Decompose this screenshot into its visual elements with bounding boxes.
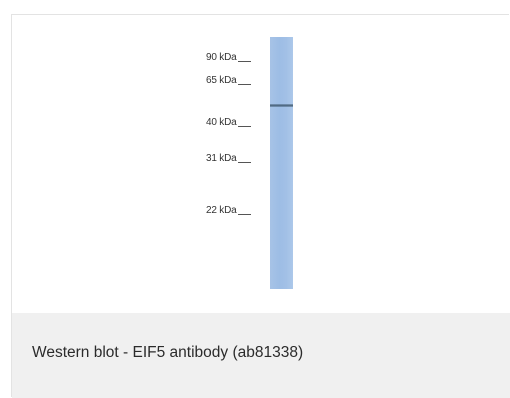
marker-31-kda: 31 kDa [206, 153, 251, 164]
western-blot-image[interactable]: 90 kDa 65 kDa 40 kDa 31 kDa 22 kDa [12, 15, 510, 313]
marker-label: 31 kDa [206, 153, 237, 164]
marker-label: 65 kDa [206, 75, 237, 86]
marker-40-kda: 40 kDa [206, 117, 251, 128]
marker-22-kda: 22 kDa [206, 205, 251, 216]
figure-card: 90 kDa 65 kDa 40 kDa 31 kDa 22 kDa Weste… [11, 14, 510, 398]
marker-65-kda: 65 kDa [206, 75, 251, 86]
marker-tick [237, 61, 251, 62]
marker-tick [237, 214, 251, 215]
marker-tick [237, 126, 251, 127]
marker-label: 22 kDa [206, 205, 237, 216]
marker-90-kda: 90 kDa [206, 52, 251, 63]
caption-text: Western blot - EIF5 antibody (ab81338) [32, 344, 304, 361]
marker-tick [237, 162, 251, 163]
marker-tick [237, 84, 251, 85]
figure-caption: Western blot - EIF5 antibody (ab81338) [12, 313, 510, 398]
marker-label: 40 kDa [206, 117, 237, 128]
blot-lane [270, 37, 293, 289]
protein-band [270, 104, 293, 107]
marker-label: 90 kDa [206, 52, 237, 63]
